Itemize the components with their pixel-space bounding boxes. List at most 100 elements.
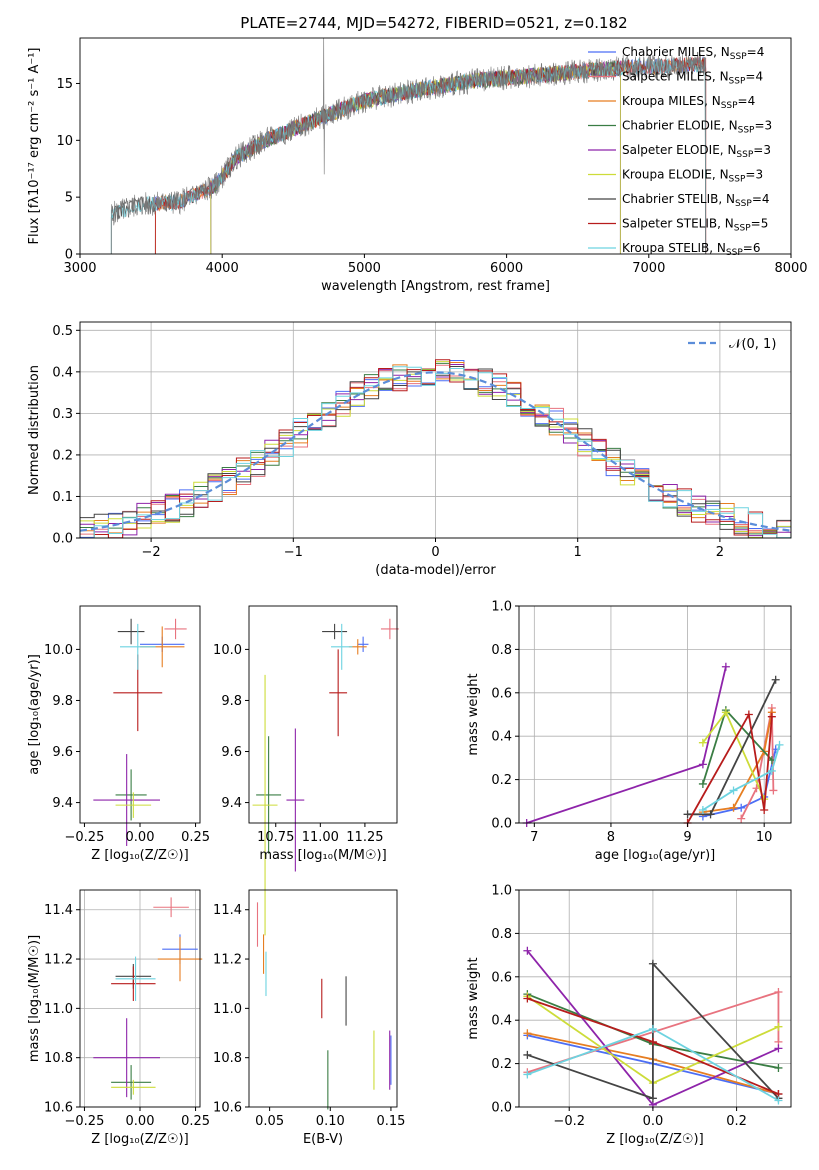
y-tick-label: 11.4 — [44, 903, 73, 918]
legend-sep: , — [712, 70, 720, 84]
y-tick-label: 10.0 — [213, 643, 242, 658]
y-axis-label: mass weight — [466, 673, 481, 755]
legend-nssp-prefix: N — [720, 168, 729, 182]
chart-mass-vs-ebv: 0.05 0.10 0.15 10.6 10.8 11.0 11.2 11.4 E(B-V) — [213, 889, 405, 1147]
legend-nssp-prefix: N — [717, 241, 726, 255]
legend-entry: Salpeter ELODIE, NSSP=3 — [622, 143, 771, 160]
axes-frame — [248, 605, 398, 824]
x-tick-label: 0.25 — [181, 1114, 210, 1129]
x-tick-label: 5000 — [348, 261, 381, 276]
legend-nssp-prefix: N — [720, 70, 729, 84]
x-axis-label: E(B-V) — [303, 1132, 343, 1147]
series-line — [702, 749, 777, 818]
legend-nssp-value: 4 — [757, 45, 765, 59]
axes-frame — [79, 605, 201, 824]
series-line — [702, 712, 773, 814]
axes-frame — [79, 37, 792, 255]
x-axis-label: Z [log₁₀(Z/Z☉)] — [91, 1132, 188, 1147]
x-tick-label: 0.10 — [316, 1114, 345, 1129]
x-tick-label: 10.75 — [257, 830, 294, 845]
series-marker — [774, 1063, 783, 1072]
x-tick-label: 11.25 — [346, 830, 383, 845]
errorbar-point — [115, 769, 147, 821]
legend-nssp-value: 3 — [755, 168, 763, 182]
x-tick-label: 3000 — [63, 261, 96, 276]
x-tick-label: 0.00 — [126, 830, 155, 845]
x-tick-label: 8000 — [774, 261, 807, 276]
series-marker — [523, 994, 532, 1003]
x-tick-label: 0.05 — [255, 1114, 284, 1129]
legend-nssp-eq: = — [752, 192, 762, 206]
series-marker — [721, 708, 730, 717]
legend-nssp-value: 4 — [748, 94, 756, 108]
series-marker — [771, 675, 780, 684]
y-tick-label: 0.0 — [52, 532, 73, 547]
y-tick-label: 10.8 — [213, 1051, 242, 1066]
legend-model-name: Chabrier STELIB — [622, 192, 718, 206]
errorbar-point — [120, 623, 156, 670]
chart-weight-vs-z: −0.2 0.0 0.2 0.0 0.2 0.4 0.6 0.8 1.0 Z [log₁₀(Z/Z… — [466, 884, 792, 1147]
y-tick-label: 0.4 — [52, 365, 73, 380]
legend-nssp-value: 3 — [765, 119, 773, 133]
errorbar-point — [157, 936, 203, 982]
legend-model-name: Chabrier ELODIE — [622, 119, 721, 133]
legend-nssp-eq: = — [745, 168, 755, 182]
legend-sep: , — [712, 168, 720, 182]
y-tick-label: 9.8 — [52, 694, 73, 709]
chart-spectrum: 3000 4000 5000 6000 7000 8000 0 5 10 15 wavelength… — [27, 37, 808, 294]
series-line — [526, 666, 727, 824]
series-marker — [698, 738, 707, 747]
weight-series — [683, 710, 776, 827]
y-axis-label: mass [log₁₀(M/M☉)] — [27, 935, 42, 1062]
legend-nssp-eq: = — [743, 241, 753, 255]
y-tick-label: 11.4 — [213, 903, 242, 918]
series-marker — [737, 814, 746, 823]
legend-entry: Kroupa ELODIE, NSSP=3 — [622, 168, 763, 185]
y-axis-label: Normed distribution — [27, 365, 42, 495]
y-tick-label: 10 — [56, 134, 73, 149]
x-tick-label: −0.25 — [65, 830, 105, 845]
y-tick-label: 9.4 — [221, 796, 242, 811]
x-tick-label: 1 — [574, 545, 582, 560]
series-marker — [775, 740, 784, 749]
errorbar-point — [357, 636, 369, 652]
series-marker — [648, 1094, 657, 1103]
histogram-step — [80, 366, 791, 538]
gaussian-curve — [80, 371, 791, 532]
y-tick-label: 0.1 — [52, 490, 73, 505]
legend-nssp-sub: SSP — [729, 77, 746, 87]
y-tick-label: 11.2 — [44, 953, 73, 968]
legend-nssp-sub: SSP — [734, 224, 751, 234]
legend-sep: , — [721, 119, 729, 133]
y-tick-label: 10.6 — [213, 1101, 242, 1116]
y-tick-label: 0.5 — [52, 324, 73, 339]
legend-sep: , — [713, 45, 721, 59]
weight-series — [523, 1024, 783, 1105]
series-marker — [729, 786, 738, 795]
series-marker — [721, 662, 730, 671]
legend-nssp-eq: = — [747, 45, 757, 59]
errorbar-point — [117, 618, 145, 645]
legend-nssp-prefix: N — [726, 192, 735, 206]
series-marker — [729, 803, 738, 812]
errorbar-point — [115, 956, 156, 1001]
legend-model-name: Kroupa ELODIE — [622, 168, 712, 182]
y-tick-label: 9.6 — [52, 745, 73, 760]
x-tick-label: 8 — [607, 830, 615, 845]
series-marker — [648, 1024, 657, 1033]
series-marker — [769, 786, 778, 795]
x-tick-label: 10 — [756, 830, 773, 845]
legend-nssp-prefix: N — [727, 143, 736, 157]
errorbar-point — [93, 754, 160, 846]
series-marker — [706, 810, 715, 819]
y-tick-label: 0.2 — [491, 773, 512, 788]
y-tick-label: 0.2 — [52, 448, 73, 463]
y-axis-label: Flux [fλ10⁻¹⁷ erg cm⁻² s⁻¹ A⁻¹] — [27, 48, 42, 245]
axes-frame — [518, 889, 792, 1108]
series-marker — [698, 805, 707, 814]
legend-nssp-value: 5 — [761, 217, 769, 231]
observed-spectrum-line — [110, 38, 706, 254]
legend-nssp-eq: = — [745, 70, 755, 84]
series-marker — [523, 946, 532, 955]
series-marker — [648, 1037, 657, 1046]
